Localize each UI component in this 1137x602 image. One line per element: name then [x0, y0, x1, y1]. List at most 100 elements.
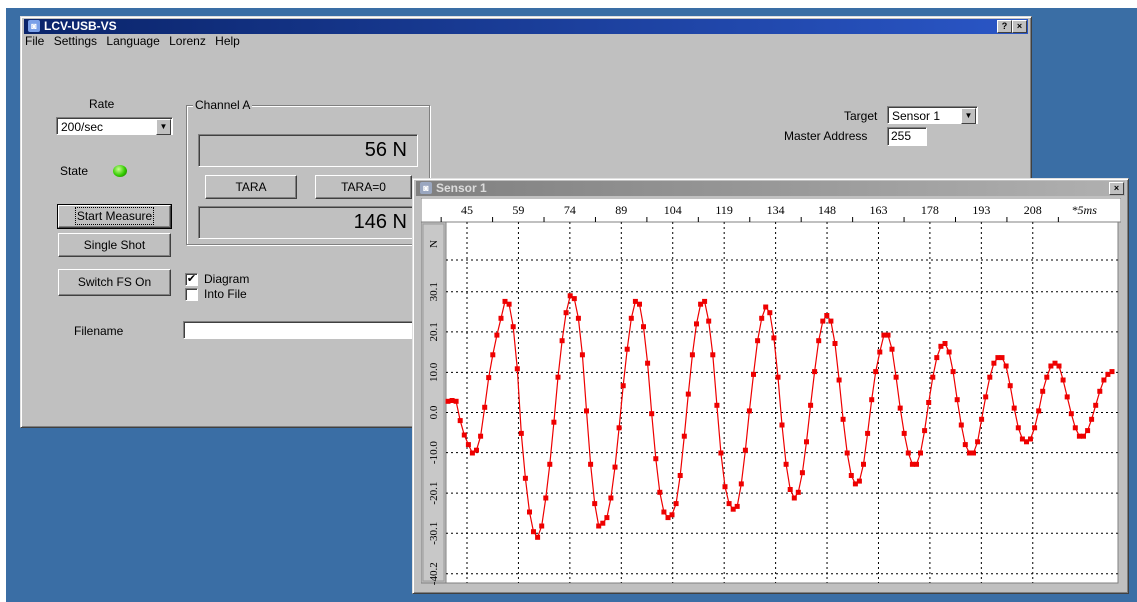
data-point — [971, 450, 976, 456]
x-tick-label: 163 — [869, 203, 887, 217]
channel-a-display-1: 56 N — [198, 134, 418, 167]
data-point — [575, 315, 581, 321]
chevron-down-icon[interactable]: ▼ — [961, 108, 976, 124]
data-point — [816, 338, 822, 344]
data-point — [527, 509, 532, 515]
data-point — [918, 450, 923, 456]
data-point — [588, 461, 594, 467]
data-point — [820, 318, 826, 324]
data-point — [714, 402, 720, 408]
data-point — [861, 461, 866, 467]
sensor-close-button[interactable]: × — [1109, 182, 1124, 195]
data-point — [612, 464, 618, 470]
data-point — [779, 422, 785, 428]
data-point — [620, 383, 626, 389]
data-point — [685, 391, 691, 397]
data-point — [710, 352, 716, 358]
data-point — [681, 433, 687, 439]
channel-a-group-title: Channel A — [193, 98, 253, 112]
target-select[interactable]: Sensor 1 ▼ — [887, 106, 978, 124]
data-point — [535, 534, 541, 540]
master-address-label: Master Address — [784, 129, 868, 143]
single-shot-button[interactable]: Single Shot — [58, 233, 171, 257]
menu-file[interactable]: File — [25, 34, 45, 48]
data-point — [1056, 363, 1062, 369]
rate-label: Rate — [89, 97, 115, 111]
menu-language[interactable]: Language — [106, 34, 160, 48]
data-point — [1048, 363, 1054, 369]
data-point — [791, 495, 797, 501]
data-point — [474, 447, 479, 453]
sensor-window: ◙ Sensor 1 × 45 59 74 89 104 119 134 148 163 178 1… — [412, 178, 1129, 594]
tara-button[interactable]: TARA — [205, 175, 297, 199]
data-point — [1040, 388, 1046, 394]
data-point — [1015, 425, 1021, 431]
target-label: Target — [844, 109, 878, 123]
data-point — [1093, 402, 1099, 408]
data-point — [783, 461, 789, 467]
data-point — [1007, 383, 1013, 389]
data-point — [490, 352, 496, 358]
filename-label: Filename — [74, 324, 124, 338]
x-tick-label: 193 — [972, 203, 990, 217]
filename-input[interactable] — [183, 321, 423, 339]
target-select-value: Sensor 1 — [892, 109, 941, 123]
data-point — [934, 355, 940, 361]
data-point — [987, 374, 993, 380]
data-point — [869, 397, 875, 403]
state-led-icon — [113, 165, 127, 177]
data-point — [559, 338, 565, 344]
data-point — [881, 332, 887, 338]
data-point — [751, 371, 756, 377]
data-point — [494, 332, 500, 338]
data-point — [946, 349, 952, 355]
data-point — [905, 450, 911, 456]
data-point — [897, 405, 903, 411]
close-title-button[interactable]: × — [1012, 20, 1027, 33]
menu-help[interactable]: Help — [215, 34, 240, 48]
sensor-titlebar[interactable]: ◙ Sensor 1 × — [416, 181, 1125, 196]
data-point — [1064, 394, 1070, 400]
data-point — [763, 304, 769, 310]
data-point — [889, 346, 895, 352]
data-point — [457, 418, 463, 424]
data-point — [950, 369, 956, 375]
data-point — [722, 484, 728, 490]
rate-select-value: 200/sec — [61, 120, 104, 134]
app-icon: ◙ — [420, 182, 432, 194]
main-titlebar[interactable]: ◙ LCV-USB-VS ? × — [24, 19, 1028, 34]
data-point — [506, 301, 512, 307]
x-tick-label: 104 — [664, 203, 682, 217]
data-point — [665, 515, 671, 521]
menu-lorenz[interactable]: Lorenz — [169, 34, 206, 48]
sensor-window-title: Sensor 1 — [436, 181, 487, 195]
switch-fs-button[interactable]: Switch FS On — [58, 269, 171, 296]
start-measure-button[interactable]: Start Measure — [57, 204, 172, 229]
data-point — [738, 481, 744, 487]
master-address-input[interactable]: 255 — [887, 127, 927, 146]
diagram-checkbox[interactable]: ✔ — [185, 273, 198, 286]
data-point — [983, 394, 989, 400]
help-title-button[interactable]: ? — [997, 20, 1012, 33]
data-point — [848, 473, 854, 478]
chevron-down-icon[interactable]: ▼ — [156, 119, 171, 135]
data-point — [624, 346, 630, 352]
rate-select[interactable]: 200/sec ▼ — [56, 117, 173, 135]
data-point — [584, 408, 589, 414]
into-file-checkbox[interactable] — [185, 288, 198, 301]
data-point — [657, 489, 663, 495]
y-tick-label: 10.0 — [428, 362, 440, 382]
data-point — [1072, 425, 1078, 431]
data-point — [893, 374, 899, 380]
data-point — [795, 489, 801, 495]
data-point — [755, 338, 761, 344]
app-icon: ◙ — [28, 20, 40, 32]
x-tick-label: 208 — [1024, 203, 1042, 217]
data-point — [873, 369, 879, 375]
data-point — [1068, 411, 1074, 417]
tara-zero-button[interactable]: TARA=0 — [315, 175, 412, 199]
data-point — [909, 461, 915, 467]
data-point — [962, 442, 968, 448]
menu-settings[interactable]: Settings — [53, 34, 98, 48]
data-point — [767, 310, 773, 316]
